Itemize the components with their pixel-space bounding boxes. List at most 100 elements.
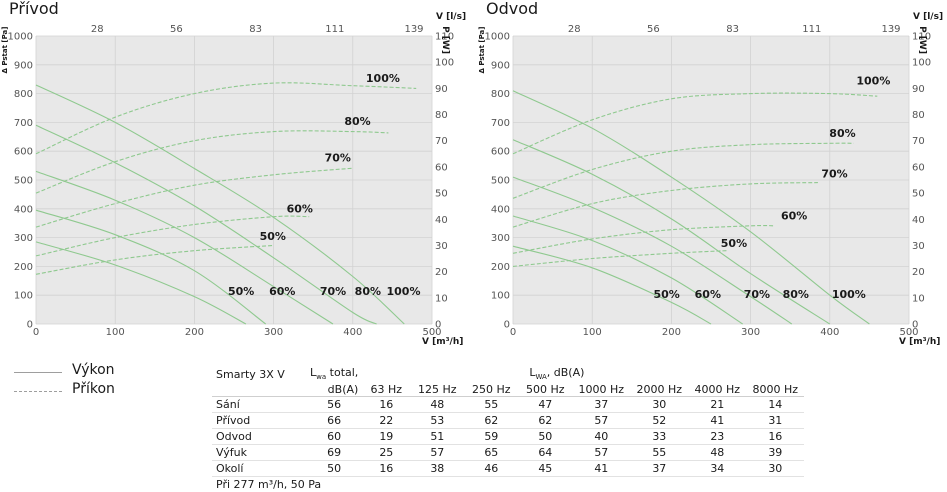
x-tick-label: 0 (33, 327, 39, 338)
power-curve-60 (35, 215, 310, 257)
table-cell: 64 (518, 444, 573, 462)
pressure-curve-100 (35, 84, 405, 325)
top-tick-label: 83 (249, 24, 262, 35)
y2-tick-label: 20 (912, 267, 925, 278)
col-header-250hz: 250 Hz (464, 381, 519, 398)
top-tick-label: 83 (726, 24, 739, 35)
legend-label-prikon: Příkon (72, 380, 115, 397)
table-cell: 53 (410, 412, 465, 430)
y-tick-label: 500 (491, 176, 510, 187)
x-tick-label: 0 (510, 327, 516, 338)
table-row-label: Odvod (212, 428, 306, 446)
y-tick-label: 800 (491, 89, 510, 100)
table-cell: 16 (362, 396, 411, 414)
table-cell: 14 (746, 396, 805, 414)
y-tick-label: 400 (491, 204, 510, 215)
y2-axis-label: P [W] (440, 26, 450, 54)
table-model-header: Smarty 3X V (216, 368, 285, 382)
total-header-text: total, (326, 366, 359, 379)
table-cell: 65 (464, 444, 519, 462)
table-cell: 52 (630, 412, 689, 430)
y-tick-label: 100 (14, 291, 33, 302)
table-cell: 46 (464, 460, 519, 478)
y2-tick-label: 40 (912, 215, 925, 226)
power-curve-label: 50% (721, 237, 747, 250)
table-cell: 39 (746, 444, 805, 462)
table-cell: 37 (630, 460, 689, 478)
table-row: Výfuk 69 25 57 65 64 57 55 48 39 (212, 444, 805, 462)
table-cell-total: 66 (306, 412, 363, 430)
pressure-curve-60 (512, 215, 743, 325)
table-cell: 55 (630, 444, 689, 462)
top-tick-label: 28 (91, 24, 104, 35)
x-tick-label: 400 (343, 327, 362, 338)
table-footnote-row: Při 277 m³/h, 50 Pa (212, 477, 804, 492)
table-cell: 59 (464, 428, 519, 446)
power-curve-80 (512, 142, 854, 199)
table-header-row-1: Smarty 3X V Lwa total, LWA, dB(A) (212, 366, 804, 381)
y2-tick-label: 100 (435, 58, 454, 69)
y2-tick-label: 10 (912, 293, 925, 304)
table-cell: 19 (362, 428, 411, 446)
table-cell: 48 (410, 396, 465, 414)
table-cell: 38 (410, 460, 465, 478)
power-curve-50 (512, 250, 727, 267)
legend-dashed-swatch (14, 391, 62, 392)
table-cell: 25 (362, 444, 411, 462)
pressure-curve-label: 50% (228, 285, 254, 298)
table-cell: 23 (688, 428, 747, 446)
pressure-curve-label: 80% (355, 285, 381, 298)
y-tick-label: 300 (14, 233, 33, 244)
y-axis-label: Δ Pstat [Pa] (478, 27, 486, 74)
y-tick-label: 100 (491, 291, 510, 302)
y2-tick-label: 80 (435, 110, 448, 121)
y2-tick-label: 20 (435, 267, 448, 278)
x-tick-label: 200 (662, 327, 681, 338)
table-cell: 30 (630, 396, 689, 414)
power-curve-70 (512, 182, 818, 228)
x-tick-label: 400 (820, 327, 839, 338)
col-header-4000hz: 4000 Hz (688, 381, 747, 398)
power-curve-100 (512, 92, 878, 155)
col-header-63hz: 63 Hz (362, 381, 411, 398)
x-axis-label: V [m³/h] (899, 337, 940, 347)
table-row-label: Přívod (212, 412, 306, 430)
power-curve-label: 70% (821, 167, 847, 180)
table-cell: 57 (572, 444, 631, 462)
table-row: Sání 56 16 48 55 47 37 30 21 14 (212, 396, 805, 414)
legend-item-prikon: Příkon (14, 379, 115, 398)
table-cell: 47 (518, 396, 573, 414)
x-tick-label: 100 (106, 327, 125, 338)
power-curve-label: 100% (856, 74, 890, 87)
table-footnote: Při 277 m³/h, 50 Pa (216, 478, 322, 492)
y-tick-label: 900 (491, 60, 510, 71)
col-header-125hz: 125 Hz (410, 381, 465, 398)
table-cell-total: 50 (306, 460, 363, 478)
noise-table: Smarty 3X V Lwa total, LWA, dB(A) dB(A) … (212, 366, 805, 492)
pressure-curve-label: 100% (386, 285, 420, 298)
y-tick-label: 0 (27, 320, 33, 331)
power-curve-80 (35, 130, 389, 194)
top-tick-label: 111 (802, 24, 821, 35)
table-band-header: LWA, dB(A) (362, 366, 804, 381)
top-tick-label: 139 (881, 24, 900, 35)
y-tick-label: 700 (491, 118, 510, 129)
table-cell: 50 (518, 428, 573, 446)
y2-tick-label: 60 (912, 162, 925, 173)
table-cell: 41 (572, 460, 631, 478)
y2-tick-label: 70 (912, 136, 925, 147)
y2-tick-label: 0 (435, 320, 441, 331)
y2-tick-label: 110 (435, 32, 454, 43)
chart-title-privod: Přívod (9, 0, 59, 18)
y-tick-label: 400 (14, 204, 33, 215)
top-tick-label: 56 (170, 24, 183, 35)
y2-tick-label: 70 (435, 136, 448, 147)
table-total-header: Lwa total, (306, 366, 362, 381)
y-tick-label: 0 (504, 320, 510, 331)
y-tick-label: 1000 (485, 32, 510, 43)
x-tick-label: 500 (899, 327, 918, 338)
y2-tick-label: 40 (435, 215, 448, 226)
pressure-curve-label: 60% (695, 288, 721, 301)
